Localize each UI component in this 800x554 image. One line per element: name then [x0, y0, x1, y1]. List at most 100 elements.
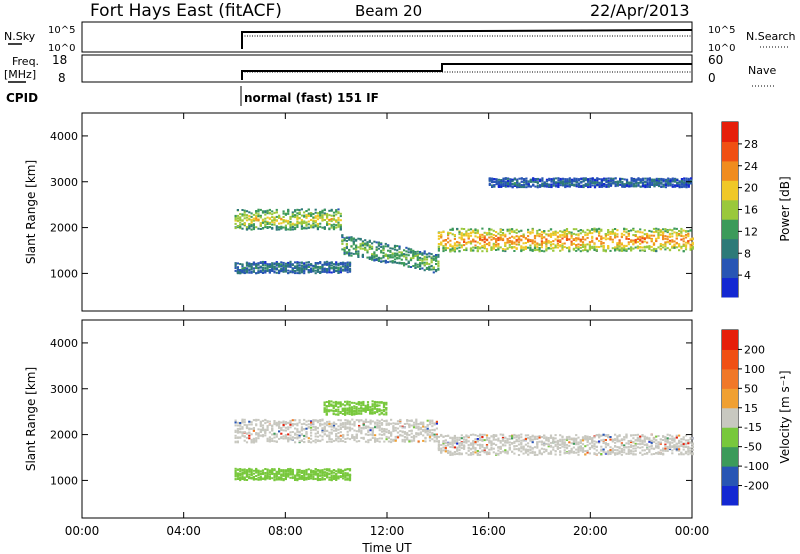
scatter-cell	[310, 426, 313, 429]
scatter-cell	[504, 185, 507, 188]
scatter-cell	[348, 252, 351, 255]
scatter-cell	[435, 440, 438, 443]
scatter-cell	[571, 183, 574, 186]
scatter-cell	[556, 443, 559, 446]
scatter-cell	[300, 423, 303, 426]
scatter-cell	[435, 263, 438, 265]
scatter-cell	[280, 432, 283, 435]
scatter-cell	[689, 437, 692, 439]
scatter-cell	[507, 180, 510, 182]
scatter-cell	[577, 230, 580, 233]
scatter-cell	[328, 438, 331, 440]
scatter-cell	[614, 248, 617, 251]
scatter-cell	[352, 252, 355, 255]
scatter-cell	[687, 185, 690, 188]
scatter-cell	[337, 212, 340, 215]
scatter-cell	[556, 231, 559, 234]
scatter-cell	[584, 245, 587, 248]
scatter-cell	[437, 262, 440, 265]
scatter-cell	[367, 439, 370, 442]
scatter-cell	[540, 230, 543, 233]
scatter-cell	[252, 429, 255, 432]
scatter-cell	[630, 446, 633, 448]
scatter-cell	[639, 443, 642, 446]
scatter-cell	[476, 230, 479, 233]
scatter-cell	[376, 426, 379, 429]
scatter-cell	[527, 183, 530, 186]
scatter-cell	[634, 439, 637, 442]
scatter-cell	[376, 438, 379, 440]
scatter-cell	[511, 178, 514, 181]
scatter-cell	[234, 421, 237, 424]
scatter-cell	[611, 451, 614, 454]
scatter-cell	[488, 452, 491, 455]
scatter-cell	[261, 221, 265, 224]
scatter-cell	[680, 227, 683, 230]
scatter-cell	[294, 270, 297, 273]
scatter-cell	[400, 258, 403, 261]
scatter-cell	[266, 429, 269, 431]
scatter-cell	[422, 439, 425, 442]
scatter-cell	[298, 261, 301, 264]
scatter-cell	[625, 180, 629, 183]
scatter-cell	[570, 235, 573, 237]
scatter-cell	[431, 420, 434, 423]
scatter-cell	[236, 217, 239, 220]
scatter-cell	[479, 439, 482, 442]
scatter-cell	[250, 438, 253, 441]
scatter-cell	[476, 241, 479, 244]
scatter-cell	[305, 261, 308, 264]
scatter-cell	[481, 438, 484, 441]
scatter-cell	[687, 447, 690, 450]
scatter-cell	[268, 436, 271, 439]
scatter-cell	[684, 236, 688, 239]
scatter-cell	[458, 449, 461, 452]
scatter-cell	[685, 177, 688, 180]
scatter-cell	[490, 248, 493, 251]
scatter-cell	[310, 214, 313, 217]
scatter-cell	[529, 248, 532, 251]
scatter-cell	[380, 257, 383, 260]
scatter-cell	[339, 271, 342, 274]
scatter-cell	[433, 429, 436, 432]
scatter-cell	[598, 234, 601, 237]
scatter-cell	[625, 442, 628, 445]
scatter-cell	[614, 433, 617, 436]
scatter-cell	[255, 418, 258, 421]
scatter-cell	[614, 232, 617, 235]
scatter-cell	[287, 220, 290, 223]
scatter-cell	[291, 419, 294, 422]
scatter-cell	[275, 440, 278, 443]
scatter-cell	[659, 248, 662, 251]
scatter-cell	[422, 430, 425, 433]
scatter-cell	[691, 446, 694, 449]
scatter-cell	[236, 225, 239, 228]
scatter-cell	[598, 451, 601, 454]
scatter-cell	[485, 446, 489, 449]
scatter-cell	[330, 261, 333, 264]
scatter-cell	[533, 436, 537, 439]
scatter-cell	[499, 451, 502, 453]
scatter-cell	[545, 437, 548, 440]
scatter-cell	[660, 178, 663, 181]
scatter-cell	[435, 259, 438, 262]
scatter-cell	[643, 452, 646, 455]
scatter-cell	[323, 425, 326, 428]
scatter-cell	[298, 419, 301, 422]
scatter-cell	[294, 433, 297, 436]
scatter-cell	[380, 423, 384, 426]
scatter-cell	[463, 234, 466, 237]
scatter-cell	[614, 177, 617, 180]
scatter-cell	[312, 222, 315, 225]
scatter-cell	[391, 261, 394, 264]
scatter-cell	[618, 239, 621, 242]
scatter-cell	[312, 226, 315, 229]
scatter-cell	[513, 452, 516, 455]
scatter-cell	[469, 242, 473, 245]
scatter-cell	[307, 419, 310, 422]
scatter-cell	[314, 272, 317, 275]
scatter-cell	[527, 180, 530, 183]
scatter-cell	[646, 181, 649, 184]
scatter-cell	[375, 249, 378, 252]
scatter-cell	[332, 426, 336, 429]
